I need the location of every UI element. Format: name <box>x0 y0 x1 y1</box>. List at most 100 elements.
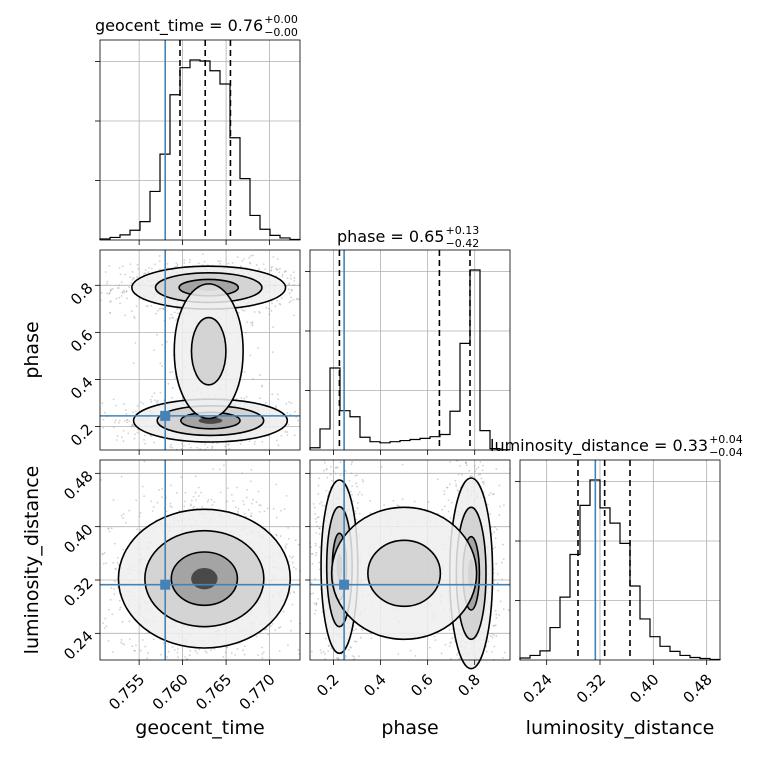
sample-point <box>325 468 328 471</box>
sample-point <box>471 475 474 478</box>
sample-point <box>133 277 136 280</box>
sample-point <box>327 644 330 647</box>
sample-point <box>495 635 498 638</box>
sample-point <box>131 425 133 427</box>
sample-point <box>255 635 258 638</box>
sample-point <box>234 654 237 656</box>
sample-point <box>176 263 179 266</box>
sample-point <box>109 598 112 601</box>
sample-point <box>134 433 136 436</box>
sample-point <box>140 401 142 404</box>
sample-point <box>477 466 480 469</box>
sample-point <box>297 298 300 301</box>
sample-point <box>121 292 124 294</box>
sample-point <box>414 655 417 657</box>
sample-point <box>248 256 250 259</box>
xtick-label-phase-0: 0.2 <box>313 670 343 700</box>
sample-point <box>118 599 121 602</box>
sample-point <box>250 512 253 515</box>
sample-point <box>486 503 489 506</box>
sample-point <box>436 478 439 481</box>
sample-point <box>337 657 339 660</box>
sample-point <box>248 261 251 264</box>
sample-point <box>144 645 147 648</box>
sample-point <box>151 510 154 512</box>
sample-point <box>261 646 263 649</box>
sample-point <box>275 516 278 519</box>
sample-point <box>493 531 496 534</box>
sample-point <box>248 440 251 443</box>
sample-point <box>314 542 317 545</box>
sample-point <box>314 578 317 580</box>
sample-point <box>194 650 197 652</box>
sample-point <box>450 501 453 504</box>
sample-point <box>251 324 253 327</box>
yaxis-label-phase: phase <box>21 321 43 378</box>
sample-point <box>276 268 279 271</box>
sample-point <box>189 504 192 507</box>
sample-point <box>297 543 300 546</box>
sample-point <box>287 526 290 529</box>
sample-point <box>169 502 172 505</box>
sample-point <box>189 258 191 261</box>
sample-point <box>134 342 137 344</box>
scatter-geocent-time-vs-phase-contour-2-0 <box>173 283 244 420</box>
sample-point <box>131 645 134 648</box>
sample-point <box>242 649 244 652</box>
sample-point <box>355 518 358 521</box>
sample-point <box>240 440 243 443</box>
sample-point <box>150 267 153 270</box>
xtick-label-luminosity-distance-3: 0.48 <box>680 670 716 706</box>
sample-point <box>133 315 136 318</box>
sample-point <box>494 537 497 540</box>
sample-point <box>325 467 328 470</box>
sample-point <box>310 592 312 595</box>
sample-point <box>492 624 495 627</box>
sample-point <box>320 652 323 654</box>
sample-point <box>197 486 200 489</box>
sample-point <box>497 589 500 592</box>
sample-point <box>358 655 360 658</box>
sample-point <box>317 484 320 487</box>
sample-point <box>261 440 264 443</box>
sample-point <box>175 492 178 494</box>
sample-point <box>122 517 124 520</box>
sample-point <box>491 636 494 639</box>
sample-point <box>351 461 354 463</box>
sample-point <box>262 651 265 654</box>
sample-point <box>496 582 499 585</box>
sample-point <box>113 421 116 424</box>
scatter-geocent-time-vs-luminosity-distance-density-level-0-3 <box>191 568 218 590</box>
sample-point <box>276 257 279 260</box>
sample-point <box>240 397 243 399</box>
sample-point <box>104 271 107 273</box>
sample-point <box>329 473 332 476</box>
sample-point <box>107 527 110 530</box>
sample-point <box>100 291 103 294</box>
xtick-label-luminosity-distance-0: 0.24 <box>520 670 556 706</box>
sample-point <box>335 466 338 469</box>
sample-point <box>348 479 351 482</box>
sample-point <box>121 620 124 623</box>
sample-point <box>217 260 219 263</box>
xaxis-label-geocent-time: geocent_time <box>135 717 264 739</box>
sample-point <box>102 622 104 625</box>
sample-point <box>280 509 282 512</box>
sample-point <box>113 592 116 595</box>
sample-point <box>244 331 247 334</box>
sample-point <box>136 263 139 266</box>
sample-point <box>352 500 355 503</box>
sample-point <box>274 629 277 632</box>
sample-point <box>120 295 123 297</box>
xtick-label-geocent-time-0: 0.755 <box>105 670 148 713</box>
sample-point <box>200 491 202 494</box>
sample-point <box>458 465 461 467</box>
sample-point <box>103 627 106 630</box>
sample-point <box>503 651 506 654</box>
sample-point <box>271 393 274 396</box>
sample-point <box>477 473 480 476</box>
sample-point <box>291 603 294 606</box>
sample-point <box>171 371 174 373</box>
sample-point <box>125 290 128 293</box>
sample-point <box>401 498 404 501</box>
